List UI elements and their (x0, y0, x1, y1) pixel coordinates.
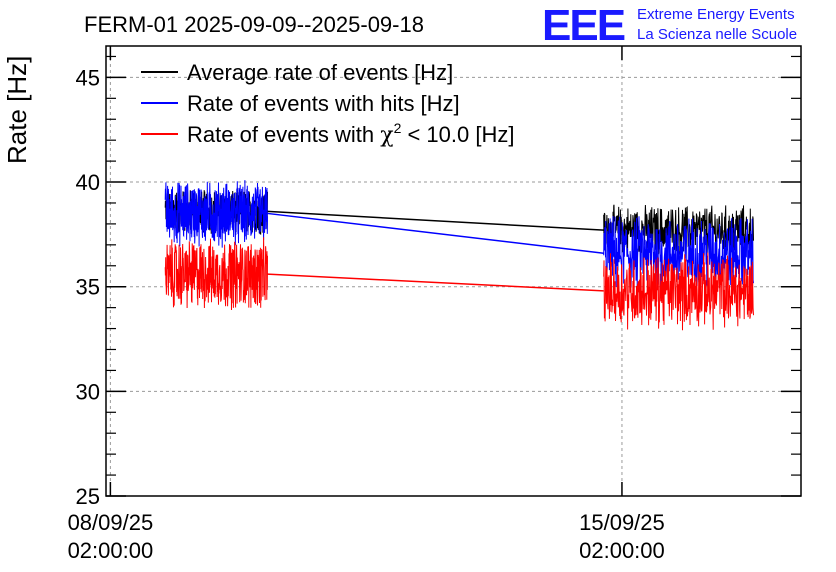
series-2-segment-0 (164, 237, 268, 311)
logo-line-2: La Scienza nelle Scuole (637, 26, 797, 43)
legend-label-chi2: Rate of events with χ2 < 10.0 [Hz] (187, 120, 514, 148)
data-series (164, 180, 754, 331)
x-tick-date: 15/09/25 (579, 510, 665, 535)
series-2 (164, 237, 754, 331)
logo-mark: EEE (542, 1, 625, 50)
logo-line-1: Extreme Energy Events (637, 6, 795, 23)
y-tick-label: 30 (76, 379, 100, 404)
series-0-segment-1 (603, 204, 754, 258)
series-1-segment-0 (164, 180, 268, 248)
eee-logo: EEE Extreme Energy Events La Scienza nel… (542, 1, 797, 50)
series-1-segment-1 (603, 216, 754, 292)
x-tick-labels: 08/09/25 02:00:00 15/09/25 02:00:00 (68, 510, 665, 563)
series-0-gap-line (267, 210, 604, 231)
series-1 (164, 180, 754, 292)
legend: Average rate of events [Hz] Rate of even… (141, 60, 514, 148)
y-tick-label: 35 (76, 275, 100, 300)
x-tick-time: 02:00:00 (68, 538, 154, 563)
series-1-gap-line (267, 212, 604, 254)
y-axis-label: Rate [Hz] (2, 56, 32, 164)
y-tick-label: 40 (76, 170, 100, 195)
series-2-gap-line (267, 273, 604, 292)
plot-frame (105, 45, 802, 497)
x-tick-time: 02:00:00 (579, 538, 665, 563)
legend-label-hits: Rate of events with hits [Hz] (187, 91, 460, 116)
chart-title: FERM-01 2025-09-09--2025-09-18 (84, 12, 424, 37)
series-2-segment-1 (603, 252, 754, 331)
y-tick-label: 45 (76, 65, 100, 90)
y-tick-label: 25 (76, 484, 100, 509)
y-tick-labels: 25 30 35 40 45 (76, 65, 100, 509)
legend-label-average: Average rate of events [Hz] (187, 60, 453, 85)
x-tick-date: 08/09/25 (68, 510, 154, 535)
